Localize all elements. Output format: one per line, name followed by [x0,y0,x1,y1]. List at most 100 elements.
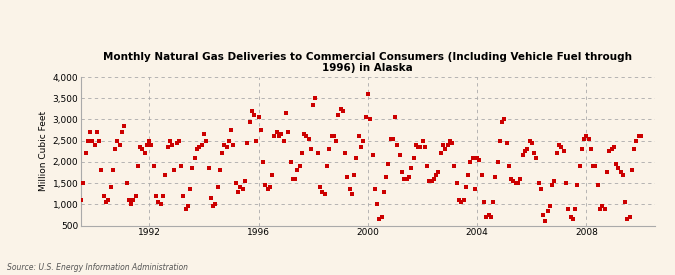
Point [444,138,455,143]
Point [385,136,396,141]
Point [487,200,498,204]
Point [449,164,460,168]
Point [549,179,560,183]
Point [208,204,219,209]
Point [463,172,474,177]
Point [558,149,569,153]
Point [338,109,348,113]
Point [281,111,292,115]
Point [223,138,234,143]
Point [351,155,362,160]
Point [634,134,645,139]
Point [126,202,136,207]
Point [114,143,125,147]
Point [474,158,485,162]
Point [581,134,592,139]
Point [381,175,392,179]
Point [497,119,508,124]
Point [460,185,471,189]
Point [601,170,612,175]
Point [520,149,531,153]
Point [542,208,553,213]
Point [447,141,458,145]
Point [499,117,510,122]
Point [139,151,150,156]
Point [342,175,353,179]
Point [508,179,519,183]
Point [169,168,180,172]
Point [315,185,325,189]
Point [608,145,619,149]
Point [515,177,526,181]
Point [590,164,601,168]
Point [415,145,426,149]
Point [107,168,118,172]
Point [374,217,385,221]
Point [78,181,88,185]
Point [593,183,603,187]
Point [292,168,303,172]
Point [80,151,91,156]
Point [238,187,248,192]
Point [198,132,209,136]
Point [162,145,173,149]
Point [545,204,556,209]
Point [303,136,314,141]
Point [205,196,216,200]
Point [321,164,332,168]
Point [64,130,75,134]
Point [481,215,491,219]
Point [340,151,350,156]
Point [285,160,296,164]
Point [429,177,439,181]
Point [394,153,405,158]
Point [364,117,375,122]
Point [160,172,171,177]
Point [570,206,580,211]
Point [387,136,398,141]
Point [196,143,207,147]
Point [258,160,269,164]
Point [586,147,597,151]
Point [629,147,640,151]
Point [221,145,232,149]
Point [135,145,146,149]
Point [526,141,537,145]
Point [529,151,539,156]
Point [99,194,109,198]
Point [67,151,78,156]
Point [313,151,323,156]
Point [69,177,80,181]
Point [389,115,400,120]
Point [331,138,342,143]
Point [435,151,446,156]
Point [422,164,433,168]
Point [228,143,239,147]
Point [278,138,289,143]
Point [495,138,506,143]
Point [74,198,84,202]
Point [477,172,487,177]
Point [458,198,469,202]
Point [631,138,642,143]
Point [87,138,98,143]
Point [148,164,159,168]
Point [433,170,443,175]
Point [378,189,389,194]
Point [283,130,294,134]
Point [504,164,514,168]
Point [157,194,168,198]
Point [101,200,111,204]
Point [349,172,360,177]
Point [310,96,321,100]
Point [417,138,428,143]
Point [595,206,605,211]
Point [171,141,182,145]
Point [456,200,466,204]
Point [560,181,571,185]
Point [219,143,230,147]
Point [71,194,82,198]
Point [94,138,105,143]
Point [538,213,549,217]
Point [358,138,369,143]
